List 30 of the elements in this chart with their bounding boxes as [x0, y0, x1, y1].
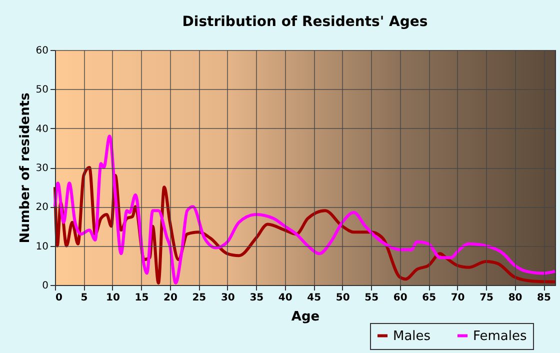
- x-tick-label: 20: [163, 292, 178, 304]
- x-tick-label: 10: [106, 292, 120, 304]
- x-tick-label: 85: [537, 292, 552, 304]
- y-axis-title: Number of residents: [18, 92, 33, 244]
- x-tick-label: 80: [508, 292, 522, 304]
- x-tick-label: 5: [80, 292, 88, 304]
- y-tick-label: 0: [42, 280, 48, 292]
- legend-label: Females: [473, 328, 528, 344]
- y-tick-label: 30: [36, 163, 48, 174]
- y-tick-label: 60: [36, 46, 48, 56]
- x-axis-title: Age: [291, 310, 320, 324]
- chart-title: Distribution of Residents' Ages: [182, 14, 428, 30]
- y-tick-label: 10: [36, 241, 48, 252]
- x-tick-label: 75: [480, 292, 494, 304]
- x-tick-label: 30: [220, 292, 235, 304]
- x-tick-label: 25: [192, 292, 206, 304]
- x-tick-label: 15: [134, 292, 149, 304]
- x-tick-label: 40: [278, 292, 292, 304]
- y-tick-label: 50: [36, 84, 48, 96]
- legend-label: Males: [393, 328, 431, 344]
- y-tick-label: 20: [36, 202, 48, 214]
- x-tick-label: 50: [336, 292, 350, 304]
- x-tick-label: 60: [393, 292, 408, 304]
- x-tick-label: 45: [307, 292, 322, 304]
- x-tick-label: 55: [364, 292, 379, 304]
- y-tick-label: 40: [36, 124, 48, 135]
- x-tick-label: 65: [422, 292, 436, 304]
- x-tick-label: 35: [250, 292, 264, 304]
- x-tick-label: 70: [450, 292, 465, 304]
- x-tick-label: 0: [56, 292, 62, 304]
